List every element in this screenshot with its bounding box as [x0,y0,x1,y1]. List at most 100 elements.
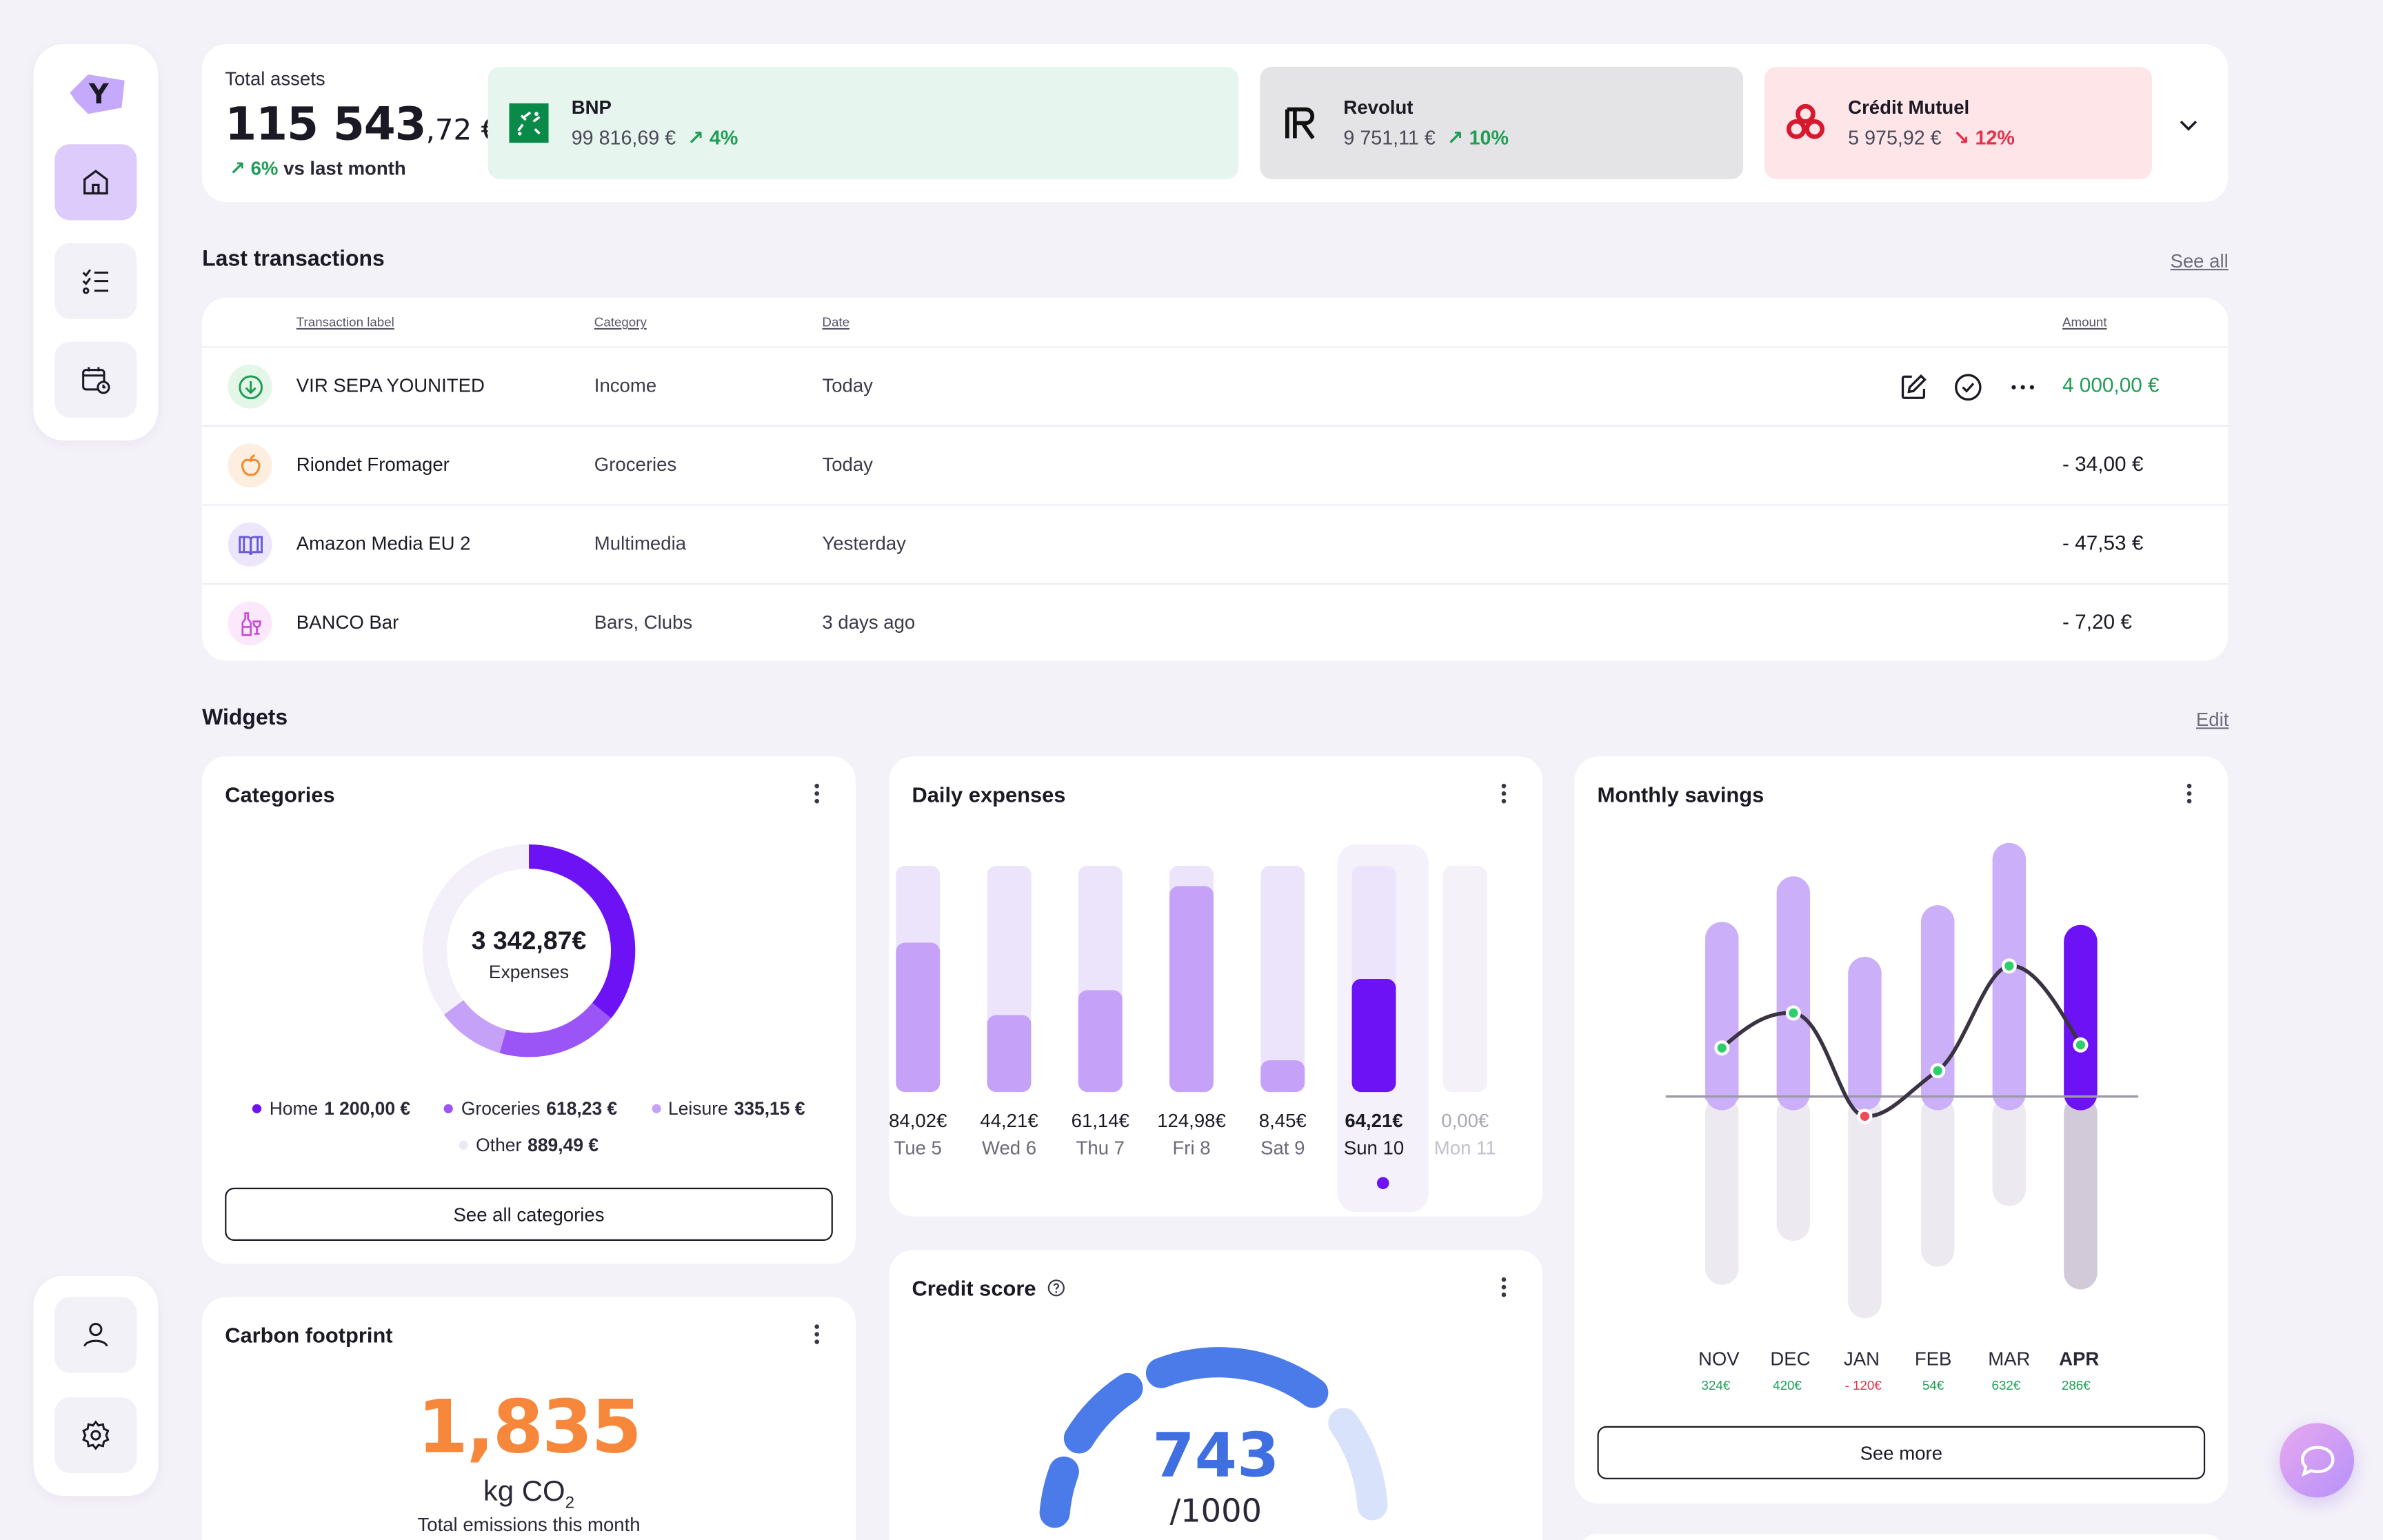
col-date[interactable]: Date [822,314,850,330]
month-value: 54€ [1922,1377,1944,1393]
legend-leisure: Leisure 335,15 € [651,1098,805,1119]
home-icon [83,170,108,195]
month-value: 324€ [1701,1377,1731,1393]
trend-value: 6% [250,158,279,179]
legend-home: Home 1 200,00 € [252,1098,410,1119]
calendar-clock-icon [82,367,110,394]
total-assets-label: Total assets [225,68,325,90]
bank-name: Revolut [1343,97,1414,119]
col-label[interactable]: Transaction label [296,314,394,330]
edit-icon[interactable] [1898,372,1929,403]
tx-date: 3 days ago [822,611,916,634]
day-label: Mon 11 [1434,1137,1496,1159]
book-icon [238,535,262,554]
tx-icon [228,443,272,488]
kebab-menu-icon[interactable] [1494,780,1512,808]
categories-legend-row-2: Other 889,49 € [202,1130,856,1157]
chevron-down-icon[interactable] [2175,111,2202,139]
col-category[interactable]: Category [594,314,647,330]
credit-gauge [1039,1347,1388,1528]
credit-title: Credit score [912,1276,1065,1300]
chat-bubble-icon [2300,1445,2334,1477]
credit-max: /1000 [1169,1492,1262,1530]
tx-icon [228,364,272,409]
day-value: 124,98€ [1157,1110,1226,1132]
next-widget [1574,1534,2229,1540]
check-circle-icon[interactable] [1953,372,1983,403]
tx-date: Yesterday [822,533,906,555]
col-amount[interactable]: Amount [2062,314,2107,330]
donut-home [422,844,636,1057]
day-bar-fill[interactable] [1078,990,1123,1093]
daily-title: Daily expenses [912,782,1066,807]
savings-positive-bars [1705,842,2098,1111]
month-value: 286€ [2061,1377,2091,1393]
nav-home-button[interactable] [54,144,137,221]
apple-icon [240,453,260,476]
total-assets-dec: ,72 € [425,114,500,148]
day-bar-fill[interactable] [1169,886,1214,1093]
bank-value: 9 751,11 € ↗ 10% [1343,125,1509,149]
daily-bars [896,865,1487,1093]
carbon-title: Carbon footprint [225,1322,393,1348]
help-icon[interactable] [1047,1279,1065,1297]
kebab-menu-icon[interactable] [2180,780,2198,808]
month-label: DEC [1770,1348,1811,1370]
month-label-current: APR [2059,1348,2100,1370]
selected-day-dot [1376,1177,1389,1190]
day-bar-fill[interactable] [987,1015,1032,1093]
credit-value: 743 [1152,1421,1280,1492]
table-row[interactable]: VIR SEPA YOUNITED Income Today 4 000,00 … [202,346,2229,425]
bank-card-bnp[interactable]: BNP 99 816,69 € ↗ 4% [487,66,1239,179]
table-row[interactable]: BANCO Bar Bars, Clubs 3 days ago - 7,20 … [202,583,2229,662]
total-assets-trend: ↗ 6% vs last month [230,156,406,179]
trend-down-icon: ↘ [1953,125,1970,149]
bank-value: 99 816,69 € ↗ 4% [571,125,738,149]
credit-mutuel-logo-icon [1786,103,1825,139]
widgets-title: Widgets [202,706,288,731]
total-assets-int: 115 543 [225,99,426,152]
day-bar-track[interactable] [1442,865,1487,1093]
logo[interactable]: Y [70,72,125,117]
day-bar-fill[interactable] [896,942,941,1093]
user-icon [83,1322,108,1347]
transactions-table [202,297,2229,661]
day-value: 8,45€ [1258,1110,1307,1132]
edit-widgets-link[interactable]: Edit [2195,709,2229,731]
revolut-logo-icon [1285,107,1315,140]
tx-date: Today [822,375,873,397]
day-bar-fill[interactable] [1351,978,1396,1093]
total-assets-value: 115 543,72 € [225,99,499,152]
see-all-link[interactable]: See all [2170,250,2229,272]
bank-value: 5 975,92 € ↘ 12% [1848,125,2015,149]
day-value: 64,21€ [1345,1110,1403,1132]
trend-up-icon: ↗ [229,158,245,179]
categories-donut [422,844,636,1057]
carbon-caption: Total emissions this month [417,1514,641,1536]
arrow-down-circle-icon [238,374,262,399]
month-label: JAN [1843,1348,1880,1370]
table-row[interactable]: Riondet Fromager Groceries Today - 34,00… [202,425,2229,505]
bank-name: Crédit Mutuel [1848,97,1970,119]
donut-groceries [422,844,636,1057]
carbon-unit: kg CO2 [483,1476,575,1512]
nav-calendar-button[interactable] [54,341,137,418]
more-icon[interactable] [2008,372,2038,403]
bank-card-credit-mutuel[interactable]: Crédit Mutuel 5 975,92 € ↘ 12% [1764,66,2153,179]
kebab-menu-icon[interactable] [1494,1274,1512,1301]
tx-category: Income [594,375,657,397]
table-row[interactable]: Amazon Media EU 2 Multimedia Yesterday -… [202,504,2229,583]
chat-button[interactable] [2280,1423,2355,1498]
nav-transactions-button[interactable] [54,243,137,319]
kebab-menu-icon[interactable] [807,1321,825,1349]
day-bar-track[interactable] [1260,865,1305,1093]
settings-button[interactable] [54,1397,137,1474]
see-more-button[interactable]: See more [1597,1426,2206,1479]
see-all-categories-button[interactable]: See all categories [225,1187,833,1242]
day-label: Thu 7 [1076,1137,1125,1159]
day-label: Fri 8 [1172,1137,1211,1159]
bank-card-revolut[interactable]: Revolut 9 751,11 € ↗ 10% [1260,66,1744,179]
profile-button[interactable] [54,1297,137,1373]
kebab-menu-icon[interactable] [807,780,825,808]
day-bar-fill[interactable] [1260,1060,1305,1093]
